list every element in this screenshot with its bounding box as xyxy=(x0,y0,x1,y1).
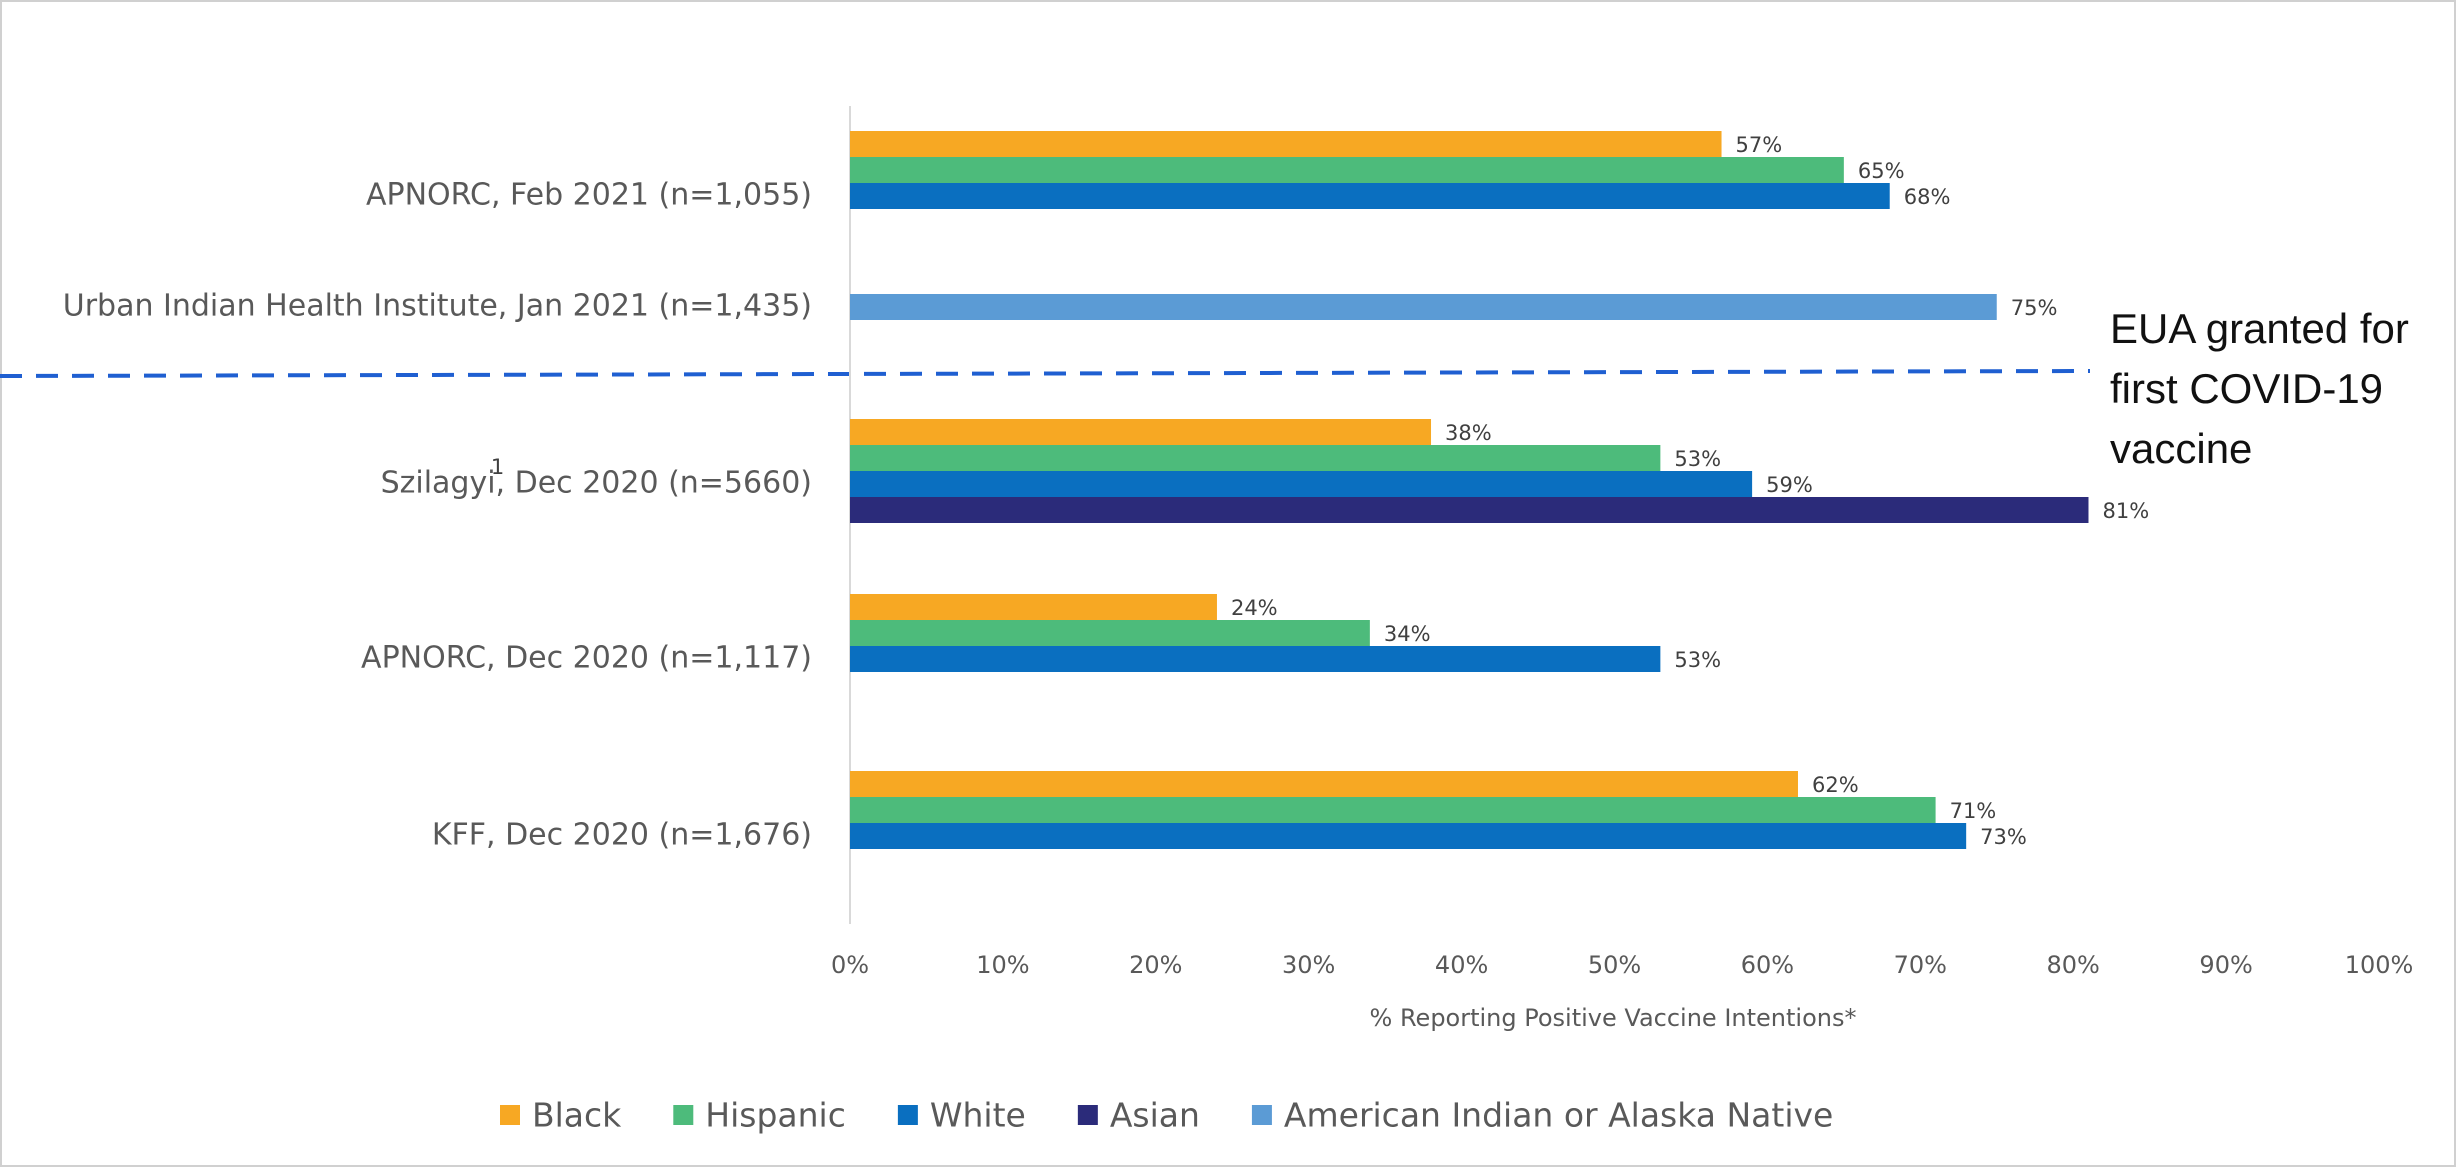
bar xyxy=(850,646,1661,672)
bar xyxy=(850,771,1798,797)
legend-swatch xyxy=(1251,1105,1272,1125)
x-tick-label: 30% xyxy=(1282,951,1335,979)
value-label: 73% xyxy=(1980,825,2027,849)
footnote-marker: 1 xyxy=(491,455,504,479)
x-tick-label: 10% xyxy=(976,951,1029,979)
bar xyxy=(850,471,1753,497)
annotation: vaccine xyxy=(2110,425,2252,472)
value-label: 38% xyxy=(1445,421,1492,445)
value-label: 53% xyxy=(1674,447,1721,471)
eua-divider xyxy=(0,369,2091,378)
y-tick-label: KFF, Dec 2020 (n=1,676) xyxy=(432,818,812,853)
value-label: 62% xyxy=(1812,773,1859,797)
value-label: 75% xyxy=(2011,296,2058,320)
bar xyxy=(850,620,1370,646)
legend-swatch xyxy=(673,1105,694,1125)
x-tick-label: 90% xyxy=(2199,951,2252,979)
bar xyxy=(850,294,1997,320)
bar xyxy=(850,823,1967,849)
x-tick-label: 80% xyxy=(2047,951,2100,979)
value-label: 71% xyxy=(1950,799,1997,823)
bar xyxy=(850,183,1890,209)
value-label: 68% xyxy=(1904,185,1951,209)
legend-swatch xyxy=(1077,1105,1098,1125)
value-label: 57% xyxy=(1736,133,1783,157)
x-tick-label: 40% xyxy=(1435,951,1488,979)
x-axis-label: % Reporting Positive Vaccine Intentions* xyxy=(1370,1004,1857,1032)
value-label: 53% xyxy=(1674,648,1721,672)
value-label: 59% xyxy=(1766,473,1813,497)
x-tick-label: 20% xyxy=(1129,951,1182,979)
annotation: first COVID-19 xyxy=(2110,365,2383,412)
annotation: EUA granted for xyxy=(2110,305,2409,352)
legend-swatch xyxy=(897,1105,918,1125)
bar xyxy=(850,594,1217,620)
value-label: 81% xyxy=(2102,499,2149,523)
legend-label: White xyxy=(930,1096,1026,1135)
value-label: 24% xyxy=(1231,596,1278,620)
x-tick-label: 0% xyxy=(831,951,869,979)
bar xyxy=(850,157,1844,183)
legend-swatch xyxy=(500,1105,520,1125)
x-tick-label: 50% xyxy=(1588,951,1641,979)
bar xyxy=(850,497,2089,523)
bar xyxy=(850,131,1722,157)
x-tick-label: 70% xyxy=(1894,951,1947,979)
x-tick-label: 100% xyxy=(2345,951,2414,979)
y-tick-label: Szilagyi, Dec 2020 (n=5660) xyxy=(381,466,812,501)
bar xyxy=(850,797,1936,823)
legend-label: Asian xyxy=(1110,1096,1200,1135)
legend-label: American Indian or Alaska Native xyxy=(1284,1096,1833,1135)
y-tick-label: Urban Indian Health Institute, Jan 2021 … xyxy=(63,289,812,324)
legend-label: Black xyxy=(532,1096,622,1135)
bar xyxy=(850,445,1661,471)
x-tick-label: 60% xyxy=(1741,951,1794,979)
value-label: 34% xyxy=(1384,622,1431,646)
y-tick-label: APNORC, Feb 2021 (n=1,055) xyxy=(366,178,812,213)
y-tick-label: APNORC, Dec 2020 (n=1,117) xyxy=(361,641,812,676)
legend-label: Hispanic xyxy=(705,1096,846,1135)
bar xyxy=(850,419,1432,445)
value-label: 65% xyxy=(1858,159,1905,183)
